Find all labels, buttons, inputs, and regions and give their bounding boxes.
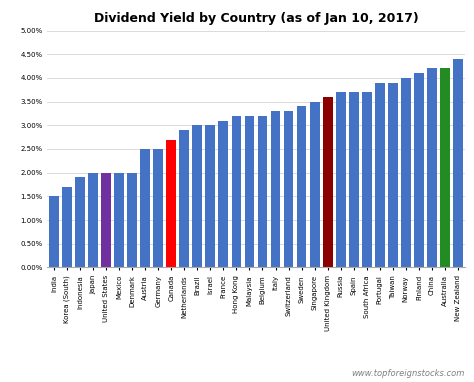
Bar	[388, 83, 398, 267]
Bar	[297, 106, 307, 267]
Bar	[114, 173, 124, 267]
Bar	[323, 97, 333, 267]
Bar	[375, 83, 385, 267]
Title: Dividend Yield by Country (as of Jan 10, 2017): Dividend Yield by Country (as of Jan 10,…	[93, 12, 419, 25]
Bar	[283, 111, 293, 267]
Bar	[166, 139, 176, 267]
Bar	[49, 196, 59, 267]
Bar	[179, 130, 189, 267]
Bar	[140, 149, 150, 267]
Bar	[453, 59, 463, 267]
Bar	[127, 173, 137, 267]
Bar	[205, 125, 215, 267]
Bar	[192, 125, 202, 267]
Bar	[62, 187, 72, 267]
Bar	[88, 173, 98, 267]
Bar	[362, 92, 372, 267]
Bar	[153, 149, 163, 267]
Bar	[440, 68, 450, 267]
Bar	[349, 92, 359, 267]
Bar	[336, 92, 346, 267]
Bar	[75, 177, 85, 267]
Bar	[414, 73, 424, 267]
Bar	[271, 111, 281, 267]
Bar	[257, 116, 267, 267]
Bar	[101, 173, 111, 267]
Bar	[427, 68, 437, 267]
Text: www.topforeignstocks.com: www.topforeignstocks.com	[351, 369, 465, 378]
Bar	[231, 116, 241, 267]
Bar	[310, 102, 319, 267]
Bar	[401, 78, 411, 267]
Bar	[245, 116, 255, 267]
Bar	[219, 121, 228, 267]
